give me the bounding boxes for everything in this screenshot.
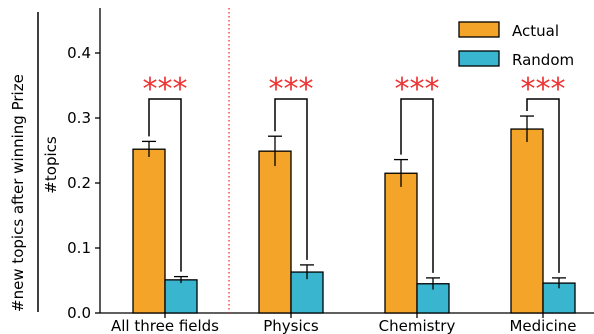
legend-swatch-random [458, 50, 500, 67]
y-tick-label: 0.1 [67, 239, 91, 257]
x-tick-label: Physics [263, 317, 319, 334]
significance-bracket [526, 98, 560, 273]
bar-actual [384, 172, 418, 314]
y-axis-label-inner: #topics [42, 136, 60, 194]
y-axis-label-outer: #new topics after winning Prize [9, 74, 27, 312]
significance-label: *** [269, 72, 314, 107]
bar-random [164, 279, 198, 314]
legend-label-random: Random [512, 51, 574, 69]
significance-bracket [148, 98, 182, 272]
x-tick-label: Medicine [509, 317, 576, 334]
legend-swatch-actual [458, 21, 500, 38]
plot-area: 0.0 0.1 0.2 0.3 0.4 *** All three fields *** Phy… [67, 8, 594, 334]
legend: Actual Random [458, 21, 574, 69]
significance-bracket [400, 98, 434, 273]
x-tick-label: All three fields [111, 317, 219, 334]
bar-actual [258, 150, 292, 314]
x-tick-label: Chemistry [379, 317, 456, 334]
significance-bracket [274, 98, 308, 260]
y-tick-label: 0.3 [67, 109, 91, 127]
legend-label-actual: Actual [512, 22, 559, 40]
significance-label: *** [521, 72, 566, 107]
y-tick-label: 0.0 [67, 304, 91, 322]
bar-actual [510, 128, 544, 314]
y-tick-label: 0.2 [67, 174, 91, 192]
significance-label: *** [395, 72, 440, 107]
y-tick-label: 0.4 [67, 44, 91, 62]
significance-label: *** [143, 72, 188, 107]
bar-actual [132, 148, 166, 314]
